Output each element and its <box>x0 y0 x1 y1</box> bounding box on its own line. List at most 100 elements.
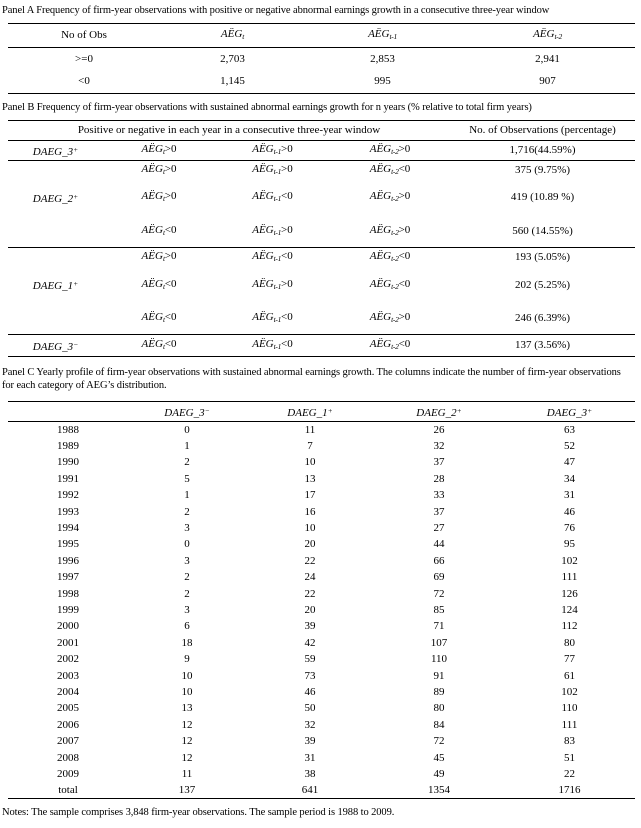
value-cell: 110 <box>561 702 578 715</box>
value-cell: 2,703 <box>220 52 245 65</box>
aeg-condition-cell: AËGt-2<0 <box>369 249 411 263</box>
value-cell: 51 <box>564 751 575 764</box>
value-cell: 31 <box>304 751 316 764</box>
value-cell: 77 <box>564 653 575 666</box>
aeg-condition-cell: AËGt-2>0 <box>369 143 411 156</box>
value-cell: 10 <box>181 669 193 682</box>
value-cell: 2 <box>184 456 190 469</box>
value-cell: 13 <box>304 472 316 485</box>
value-cell: 83 <box>564 735 575 748</box>
value-cell: 32 <box>433 440 445 453</box>
value-cell: 22 <box>304 587 316 600</box>
value-cell: 20 <box>304 603 316 616</box>
value-cell: 110 <box>430 653 448 666</box>
table-row: 2006 12 32 84 111 <box>8 717 635 733</box>
aeg-condition-cell: AËGt-1>0 <box>252 143 293 156</box>
value-cell: 73 <box>304 669 316 682</box>
value-cell: 18 <box>181 636 193 649</box>
value-cell: 995 <box>374 75 391 88</box>
value-cell: 72 <box>433 587 445 600</box>
table-row: DAEG_2+ AËGt>0 AËGt-1<0 AËGt-2>0 419 (10… <box>8 180 635 216</box>
value-cell: 1,145 <box>220 75 245 88</box>
aeg-condition-cell: AËGt>0 <box>141 249 177 263</box>
table-row: 2009 11 38 49 22 <box>8 766 635 782</box>
value-cell: 37 <box>433 505 445 518</box>
value-cell: 22 <box>564 767 575 780</box>
value-cell: 1354 <box>428 784 450 797</box>
value-cell: 3 <box>184 522 190 535</box>
col-header-daeg3-minus: DAEG_3− <box>164 405 210 419</box>
year-cell: 1993 <box>57 505 79 518</box>
panelC-header-row: DAEG_3− DAEG_1+ DAEG_2+ DAEG_3+ <box>8 402 635 422</box>
value-cell: 59 <box>304 653 316 666</box>
group-label <box>8 161 103 180</box>
aeg-condition-cell: AËGt-2>0 <box>369 190 411 203</box>
value-cell: 111 <box>561 718 578 731</box>
aeg-condition-cell: AËGt<0 <box>141 311 177 325</box>
observations-cell: 137 (3.56%) <box>515 339 571 351</box>
col-header-daeg3-plus: DAEG_3+ <box>546 405 593 419</box>
value-cell: 1 <box>184 489 190 502</box>
aeg-condition-cell: AËGt-1>0 <box>252 277 293 291</box>
value-cell: 20 <box>304 538 316 551</box>
year-cell: total <box>58 784 78 797</box>
year-cell: 2008 <box>57 751 79 764</box>
value-cell: 102 <box>561 554 578 567</box>
table-row: 1992 1 17 33 31 <box>8 487 635 503</box>
value-cell: 37 <box>433 456 445 469</box>
aeg-condition-cell: AËGt<0 <box>141 223 177 237</box>
value-cell: 11 <box>304 423 316 436</box>
year-cell: 1998 <box>57 587 79 600</box>
col-header-no-of-obs: No of Obs <box>61 29 107 41</box>
table-row: 2001 18 42 107 80 <box>8 635 635 651</box>
row-label-positive: >=0 <box>75 52 93 65</box>
table-row: 1997 2 24 69 111 <box>8 569 635 585</box>
value-cell: 3 <box>184 603 190 616</box>
value-cell: 32 <box>304 718 316 731</box>
year-cell: 2005 <box>57 702 79 715</box>
col-header-aeg-t1: AËGt-1 <box>368 28 397 41</box>
year-cell: 1988 <box>57 423 79 436</box>
value-cell: 84 <box>433 718 445 731</box>
value-cell: 124 <box>561 603 578 616</box>
year-cell: 2009 <box>57 767 79 780</box>
panelB-table: Positive or negative in each year in a c… <box>8 120 636 357</box>
aeg-condition-cell: AËGt-1>0 <box>252 162 293 176</box>
aeg-condition-cell: AËGt<0 <box>141 338 177 351</box>
table-row: DAEG_1+ AËGt<0 AËGt-1>0 AËGt-2<0 202 (5.… <box>8 267 635 304</box>
value-cell: 28 <box>433 472 445 485</box>
col-header-daeg2-plus: DAEG_2+ <box>416 405 462 419</box>
value-cell: 107 <box>430 636 448 649</box>
value-cell: 71 <box>433 620 445 633</box>
year-cell: 1989 <box>57 440 79 453</box>
table-row: 2004 10 46 89 102 <box>8 684 635 700</box>
table-row: DAEG_3− AËGt<0 AËGt-1<0 AËGt-2<0 137 (3.… <box>8 335 635 357</box>
value-cell: 47 <box>564 456 575 469</box>
aeg-condition-cell: AËGt-2>0 <box>369 223 411 237</box>
table-row: 1995 0 20 44 95 <box>8 536 635 552</box>
value-cell: 126 <box>561 587 578 600</box>
value-cell: 46 <box>564 505 575 518</box>
value-cell: 2 <box>184 587 190 600</box>
value-cell: 2,941 <box>535 52 560 65</box>
value-cell: 31 <box>564 489 575 502</box>
value-cell: 38 <box>304 767 316 780</box>
col-header-observations: No. of Observations (percentage) <box>469 124 616 136</box>
aeg-condition-cell: AËGt-2<0 <box>369 162 411 176</box>
panelA-title: Panel A Frequency of firm-year observati… <box>2 5 550 16</box>
panelB-title: Panel B Frequency of firm-year observati… <box>2 102 532 113</box>
value-cell: 10 <box>181 685 193 698</box>
aeg-condition-cell: AËGt>0 <box>141 143 177 156</box>
value-cell: 52 <box>564 440 575 453</box>
value-cell: 6 <box>184 620 190 633</box>
table-row: <0 1,145 995 907 <box>8 71 635 94</box>
observations-cell: 202 (5.25%) <box>515 278 571 291</box>
value-cell: 13 <box>181 702 193 715</box>
table-row: 2007 12 39 72 83 <box>8 733 635 749</box>
col-header-aeg-t: AËGt <box>220 28 245 41</box>
value-cell: 69 <box>433 571 445 584</box>
value-cell: 50 <box>304 702 316 715</box>
value-cell: 26 <box>433 423 445 436</box>
year-cell: 1997 <box>57 571 79 584</box>
year-cell: 2004 <box>57 685 79 698</box>
